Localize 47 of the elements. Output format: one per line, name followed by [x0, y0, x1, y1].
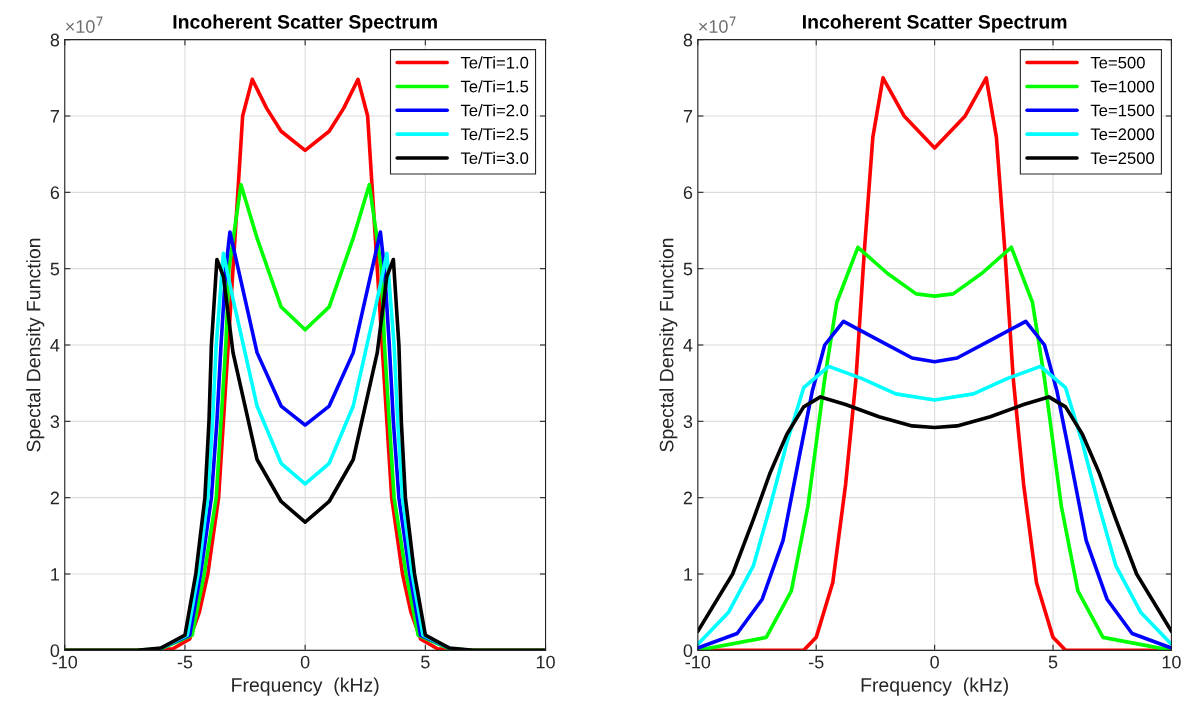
x-tick-label: -10 — [52, 655, 78, 669]
y-tick-label: 3 — [683, 415, 693, 429]
y-tick-label: 3 — [50, 415, 60, 429]
y-tick-label: 0 — [683, 644, 693, 658]
legend-label: Te=2000 — [1090, 128, 1155, 141]
line-series — [697, 395, 1172, 634]
x-tick-label: 5 — [421, 655, 430, 669]
x-tick-label: 10 — [536, 655, 555, 669]
chart-title: Incoherent Scatter Spectrum — [803, 14, 1067, 33]
y-tick-label: 2 — [683, 491, 693, 505]
legend-label: Te=1500 — [1090, 104, 1155, 117]
y-tick-label: 5 — [683, 262, 693, 276]
legend-label: Te/Ti=1.0 — [460, 56, 529, 69]
x-axis-title: Frequency (kHz) — [232, 677, 379, 696]
x-tick-label: -10 — [685, 655, 711, 669]
y-tick-label: 7 — [683, 110, 693, 123]
y-tick-label: 4 — [50, 339, 60, 352]
legend-label: Te=2500 — [1090, 152, 1155, 165]
y-axis-title: Spectal Density Function — [659, 238, 678, 452]
x-tick-label: 10 — [1162, 655, 1181, 669]
x-tick-label: 0 — [930, 655, 939, 669]
legend-label: Te=500 — [1090, 56, 1145, 69]
legend-label: Te/Ti=1.5 — [460, 80, 529, 93]
y-tick-label: 6 — [683, 186, 693, 200]
chart-title: Incoherent Scatter Spectrum — [173, 14, 437, 33]
x-tick-label: 5 — [1048, 655, 1058, 669]
y-tick-label: 6 — [50, 186, 60, 200]
text: ×10$^{7}$ — [699, 16, 736, 33]
y-tick-label: 5 — [50, 262, 60, 276]
legend-label: Te/Ti=2.0 — [460, 104, 529, 117]
y-tick-label: 8 — [50, 33, 60, 47]
x-axis-title: Frequency (kHz) — [861, 677, 1008, 696]
y-tick-label: 8 — [683, 33, 693, 47]
y-tick-label: 1 — [51, 568, 59, 581]
x-tick-label: -5 — [808, 655, 824, 669]
y-tick-label: 7 — [50, 110, 59, 123]
legend-label: Te/Ti=2.5 — [460, 127, 529, 141]
y-tick-label: 1 — [684, 568, 693, 581]
x-tick-label: -5 — [177, 655, 193, 669]
legend-label: Te=1000 — [1090, 80, 1155, 93]
y-tick-label: 0 — [50, 644, 60, 658]
text: ×10$^{7}$ — [66, 16, 103, 33]
y-tick-label: 4 — [683, 339, 693, 352]
y-axis-title: Spectal Density Function — [26, 238, 45, 452]
x-tick-label: 0 — [300, 655, 310, 669]
y-tick-label: 2 — [50, 491, 59, 505]
legend-label: Te/Ti=3.0 — [460, 151, 529, 165]
